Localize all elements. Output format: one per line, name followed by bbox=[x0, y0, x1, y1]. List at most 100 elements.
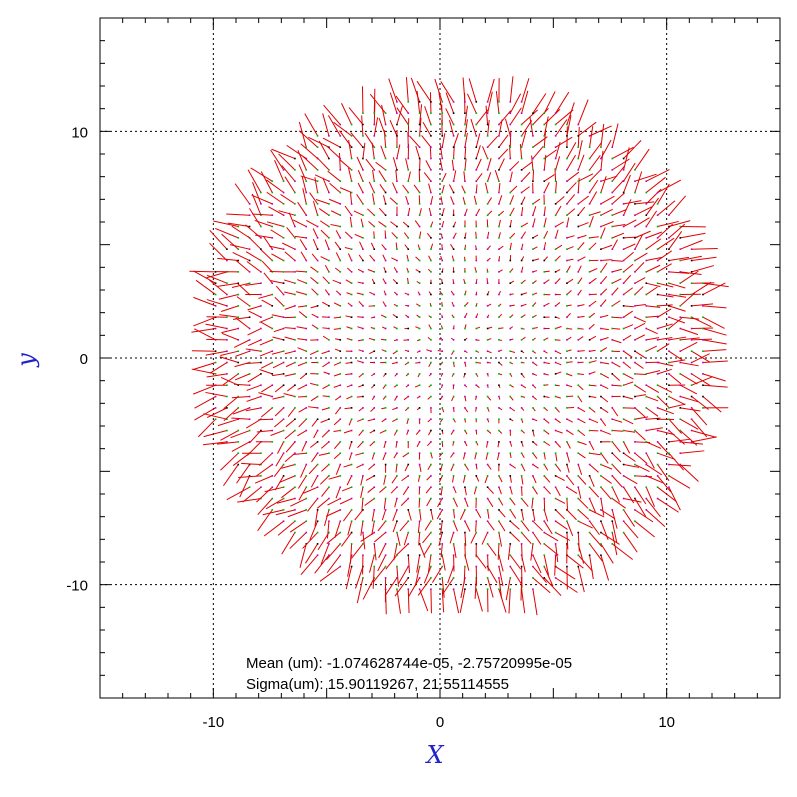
vector-point bbox=[452, 101, 455, 103]
vector-point bbox=[452, 475, 455, 477]
vector-point bbox=[690, 418, 693, 420]
vector-point bbox=[407, 373, 410, 375]
vector-point bbox=[532, 191, 534, 194]
vector-point bbox=[362, 497, 364, 500]
vector-point bbox=[328, 407, 330, 409]
vector-arrow bbox=[407, 277, 409, 284]
vector-arrow bbox=[425, 486, 432, 494]
vector-point bbox=[475, 486, 478, 488]
vector-arrow bbox=[532, 475, 537, 484]
vector-arrow bbox=[600, 208, 613, 216]
vector-arrow bbox=[566, 453, 570, 463]
vector-arrow bbox=[657, 304, 673, 307]
vector-arrow bbox=[566, 498, 569, 512]
vector-point bbox=[282, 497, 285, 500]
vector-point bbox=[396, 543, 398, 545]
vector-arrow bbox=[475, 589, 483, 612]
vector-point bbox=[668, 327, 670, 330]
vector-point bbox=[486, 441, 489, 443]
vector-arrow bbox=[555, 136, 573, 148]
vector-point bbox=[452, 520, 455, 522]
vector-point bbox=[418, 520, 421, 522]
vector-arrow bbox=[231, 441, 250, 452]
sigma-annotation: Sigma(um): 15.90119267, 21.55114555 bbox=[246, 676, 509, 693]
vector-point bbox=[418, 577, 421, 579]
vector-arrow bbox=[346, 326, 352, 330]
vector-arrow bbox=[391, 362, 398, 365]
vector-arrow bbox=[427, 464, 432, 470]
vector-arrow bbox=[206, 407, 228, 419]
vector-point bbox=[486, 543, 489, 545]
vector-arrow bbox=[422, 532, 432, 544]
vector-point bbox=[430, 384, 432, 386]
vector-point bbox=[498, 293, 500, 296]
vector-point bbox=[588, 191, 591, 194]
x-tick-label: 10 bbox=[658, 714, 675, 731]
vector-point bbox=[248, 316, 251, 318]
vector-point bbox=[611, 214, 614, 216]
vector-point bbox=[441, 146, 444, 148]
vector-point bbox=[520, 350, 523, 352]
vector-arrow bbox=[555, 229, 559, 239]
vector-arrow bbox=[612, 232, 625, 239]
vector-arrow bbox=[680, 232, 706, 239]
vector-point bbox=[260, 361, 262, 364]
vector-arrow bbox=[657, 308, 672, 318]
vector-arrow bbox=[498, 532, 503, 547]
vector-arrow bbox=[428, 207, 432, 216]
vector-point bbox=[475, 271, 478, 273]
vector-arrow bbox=[646, 264, 661, 273]
vector-arrow bbox=[486, 441, 489, 448]
vector-arrow bbox=[498, 232, 501, 238]
vector-arrow bbox=[281, 486, 296, 499]
vector-point bbox=[498, 316, 500, 318]
vector-point bbox=[362, 350, 364, 352]
vector-point bbox=[577, 429, 580, 432]
vector-point bbox=[656, 237, 659, 239]
vector-arrow bbox=[702, 373, 726, 382]
vector-point bbox=[305, 157, 308, 160]
vector-point bbox=[418, 361, 421, 364]
vector-point bbox=[656, 395, 659, 398]
vector-point bbox=[588, 429, 591, 432]
vector-point bbox=[566, 418, 568, 420]
vector-arrow bbox=[270, 149, 285, 171]
vector-arrow bbox=[401, 475, 409, 482]
vector-point bbox=[634, 407, 636, 409]
vector-arrow bbox=[338, 152, 341, 170]
vector-arrow bbox=[373, 117, 379, 136]
vector-arrow bbox=[396, 107, 409, 125]
vector-point bbox=[430, 237, 432, 239]
vector-arrow bbox=[297, 279, 307, 284]
vector-point bbox=[396, 588, 398, 590]
vector-point bbox=[520, 418, 523, 420]
vector-point bbox=[611, 497, 614, 500]
vector-arrow bbox=[246, 261, 262, 273]
vector-point bbox=[600, 282, 602, 284]
vector-point bbox=[362, 282, 364, 284]
vector-point bbox=[305, 316, 308, 318]
vector-point bbox=[248, 248, 251, 250]
vector-point bbox=[248, 350, 251, 352]
vector-point bbox=[248, 361, 251, 364]
vector-arrow bbox=[284, 350, 296, 355]
vector-point bbox=[339, 486, 342, 488]
vector-point bbox=[384, 180, 387, 182]
vector-point bbox=[668, 271, 670, 273]
vector-point bbox=[407, 282, 410, 284]
vector-point bbox=[702, 384, 704, 386]
vector-arrow bbox=[600, 373, 610, 379]
vector-point bbox=[645, 509, 648, 511]
vector-point bbox=[588, 395, 591, 398]
vector-point bbox=[588, 441, 591, 443]
vector-point bbox=[566, 531, 568, 534]
vector-arrow bbox=[254, 219, 273, 228]
vector-point bbox=[520, 157, 523, 160]
vector-arrow bbox=[566, 115, 572, 136]
vector-arrow bbox=[577, 452, 586, 459]
vector-arrow bbox=[668, 373, 682, 385]
vector-point bbox=[668, 293, 670, 296]
vector-arrow bbox=[453, 170, 457, 182]
vector-point bbox=[600, 327, 602, 330]
vector-arrow bbox=[257, 498, 273, 515]
